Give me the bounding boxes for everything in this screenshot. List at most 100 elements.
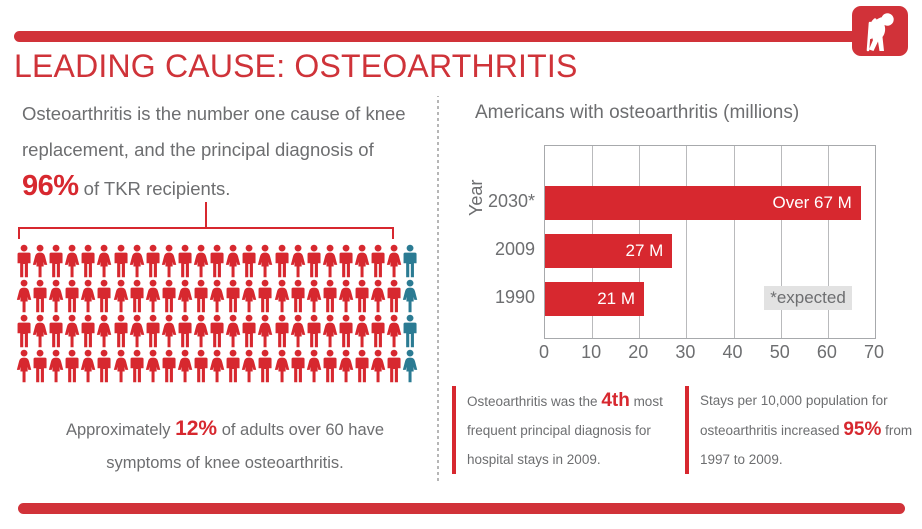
person-icon-highlighted [274, 314, 290, 348]
person-icon-highlighted [354, 244, 370, 278]
person-icon-highlighted [338, 279, 354, 313]
person-icon-highlighted [48, 244, 64, 278]
person-icon-highlighted [96, 244, 112, 278]
person-icon-highlighted [129, 244, 145, 278]
chart-bar: Over 67 M [545, 186, 861, 221]
person-icon-highlighted [48, 314, 64, 348]
person-icon-highlighted [209, 244, 225, 278]
chart-gridline [780, 146, 782, 338]
lede-text-part1: Osteoarthritis is the number one cause o… [22, 103, 406, 160]
person-icon-highlighted [241, 314, 257, 348]
chart-x-tick-label: 70 [863, 342, 885, 362]
footnote-highlight-12: 12% [175, 417, 218, 440]
person-icon-highlighted [145, 349, 161, 383]
chart-x-tick-label: 20 [628, 342, 649, 362]
person-icon-highlighted [257, 314, 273, 348]
column-divider [437, 96, 439, 482]
person-icon-highlighted [145, 314, 161, 348]
person-icon-highlighted [96, 279, 112, 313]
person-icon-highlighted [96, 349, 112, 383]
person-icon-highlighted [64, 244, 80, 278]
person-icon-highlighted [290, 244, 306, 278]
footnote-text-part2: of adults over 60 have symptoms of knee … [106, 421, 385, 472]
person-icon-highlighted [145, 279, 161, 313]
person-icon-highlighted [80, 279, 96, 313]
person-icon-highlighted [16, 349, 32, 383]
person-icon-highlighted [306, 244, 322, 278]
person-icon-highlighted [177, 349, 193, 383]
fact2-part2: from 1997 to 2009. [700, 423, 913, 467]
fact1-part2: most frequent principal diagnosis for ho… [467, 394, 663, 467]
chart-x-tick-label: 0 [538, 342, 550, 362]
bracket-tick-right [392, 227, 394, 239]
person-with-cane-icon [852, 6, 908, 56]
person-icon-highlighted [161, 279, 177, 313]
person-icon-highlighted [370, 279, 386, 313]
person-icon-highlighted [32, 349, 48, 383]
chart-gridline [686, 146, 688, 338]
page-title: LEADING CAUSE: OSTEOARTHRITIS [14, 48, 578, 84]
person-icon-highlighted [209, 349, 225, 383]
person-icon-highlighted [48, 279, 64, 313]
person-icon-highlighted [193, 349, 209, 383]
person-icon-highlighted [225, 244, 241, 278]
person-icon-highlighted [354, 279, 370, 313]
person-icon-highlighted [64, 314, 80, 348]
person-icon-highlighted [241, 349, 257, 383]
person-icon-highlighted [16, 314, 32, 348]
person-icon-highlighted [32, 314, 48, 348]
person-icon-highlighted [354, 314, 370, 348]
person-icon-highlighted [354, 349, 370, 383]
person-icon-highlighted [370, 349, 386, 383]
person-icon-highlighted [370, 314, 386, 348]
person-icon-highlighted [306, 279, 322, 313]
person-icon-highlighted [209, 279, 225, 313]
person-icon-highlighted [113, 279, 129, 313]
chart-bar: 27 M [545, 234, 673, 269]
person-icon-remainder [402, 314, 418, 348]
bracket-connector [18, 202, 396, 242]
person-icon-highlighted [80, 244, 96, 278]
person-icon-remainder [402, 279, 418, 313]
person-icon-highlighted [290, 279, 306, 313]
person-icon-highlighted [386, 279, 402, 313]
fact2-highlight: 95% [843, 419, 882, 440]
person-icon-highlighted [386, 314, 402, 348]
person-icon-highlighted [16, 279, 32, 313]
person-icon-highlighted [338, 244, 354, 278]
person-icon-highlighted [274, 349, 290, 383]
person-icon-remainder [402, 349, 418, 383]
person-icon-highlighted [177, 314, 193, 348]
person-icon-highlighted [177, 244, 193, 278]
bracket-stem [205, 202, 207, 228]
person-icon-highlighted [193, 279, 209, 313]
person-icon-highlighted [386, 349, 402, 383]
person-icon-highlighted [64, 349, 80, 383]
fact-hospital-stays-rank: Osteoarthritis was the 4th most frequent… [452, 386, 689, 474]
person-icon-highlighted [64, 279, 80, 313]
footnote-text-part1: Approximately [65, 421, 176, 439]
person-icon-highlighted [161, 349, 177, 383]
person-icon-highlighted [322, 244, 338, 278]
bracket-tick-left [18, 227, 20, 239]
person-icon-highlighted [274, 244, 290, 278]
person-icon-highlighted [32, 279, 48, 313]
person-icon-highlighted [257, 349, 273, 383]
person-icon-highlighted [145, 244, 161, 278]
chart-gridline [827, 146, 829, 338]
person-icon-highlighted [48, 349, 64, 383]
chart-x-tick-label: 40 [722, 342, 743, 362]
person-icon-highlighted [80, 349, 96, 383]
chart-y-tick-label: 2030* [487, 191, 535, 212]
person-icon-highlighted [80, 314, 96, 348]
person-icon-highlighted [113, 349, 129, 383]
pictogram-row [16, 314, 420, 349]
person-icon-highlighted [274, 279, 290, 313]
top-divider-rule [14, 31, 862, 42]
chart-bar-value-label: 21 M [597, 289, 635, 309]
person-icon-highlighted [290, 349, 306, 383]
person-icon-highlighted [322, 349, 338, 383]
person-icon-highlighted [338, 314, 354, 348]
person-icon-highlighted [129, 279, 145, 313]
fact1-part1: Osteoarthritis was the [467, 394, 602, 409]
